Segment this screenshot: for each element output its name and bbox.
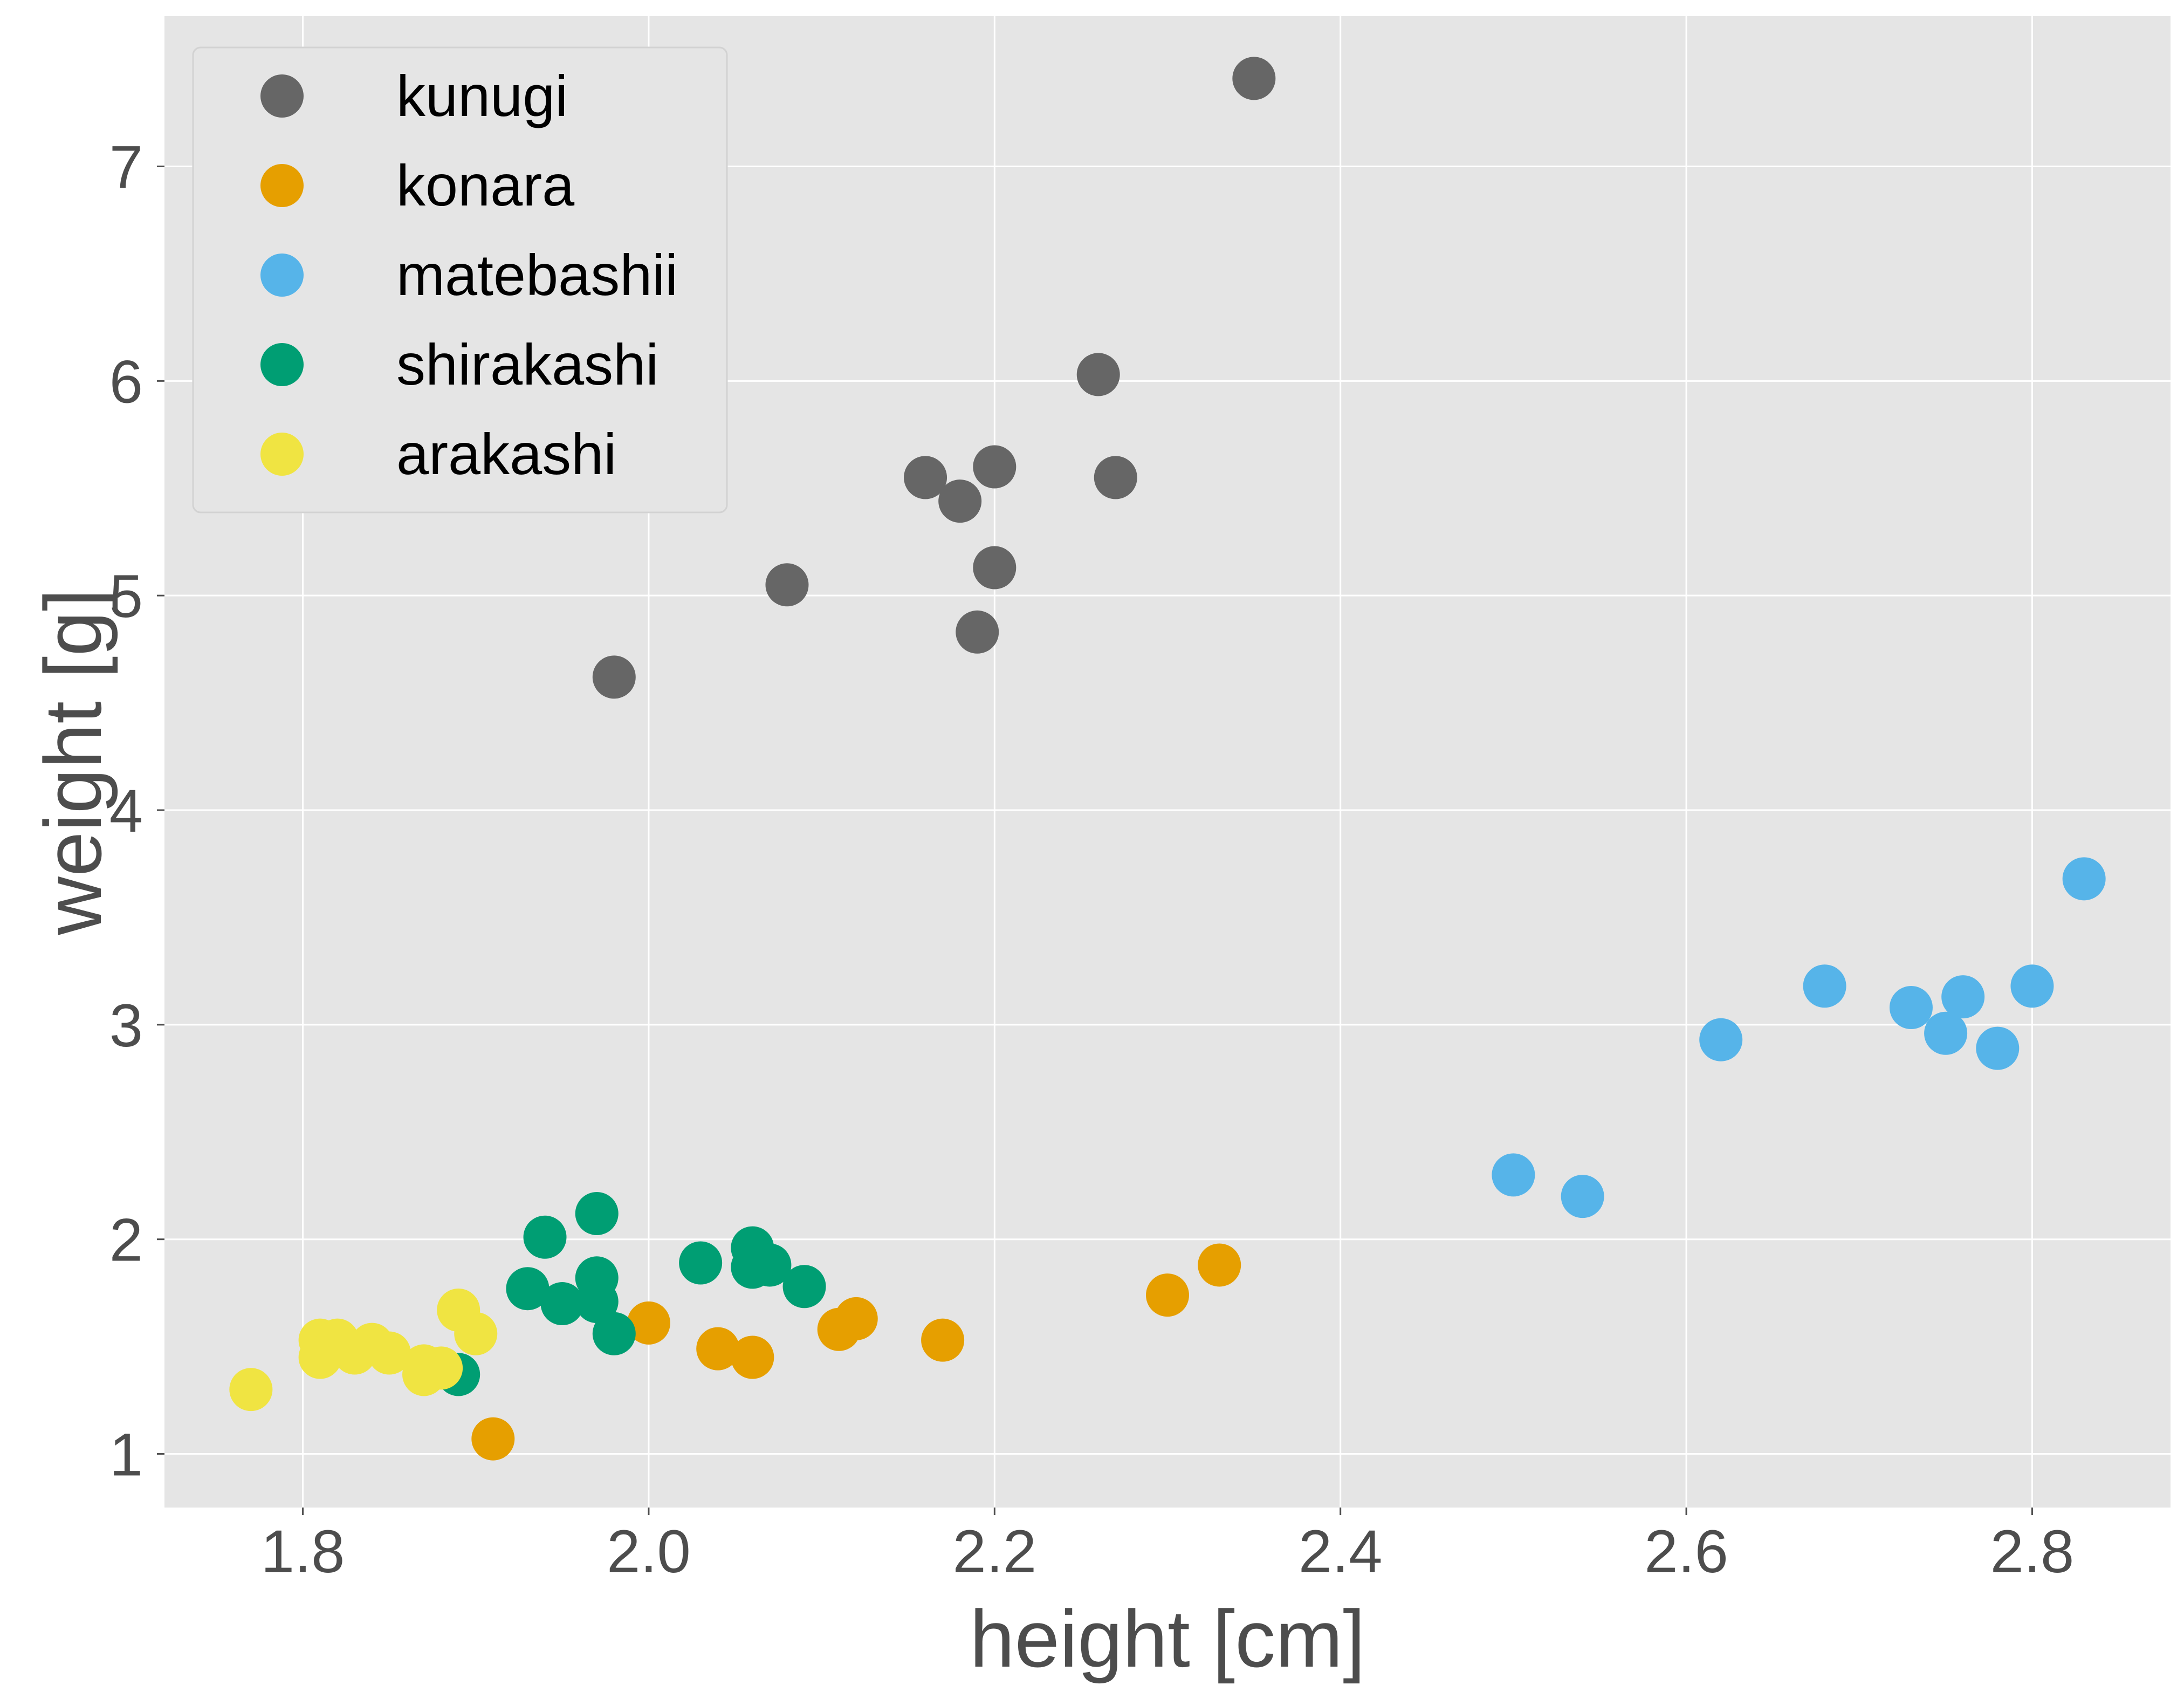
point-kunugi (592, 655, 636, 699)
point-arakashi (454, 1312, 498, 1355)
point-arakashi (298, 1335, 342, 1379)
point-matebashii (2062, 857, 2106, 901)
point-konara (471, 1417, 515, 1461)
point-matebashii (1976, 1026, 2020, 1070)
series-arakashi (229, 1288, 498, 1412)
legend-box (192, 46, 728, 513)
legend-label-matebashii: matebashii (396, 242, 678, 307)
point-kunugi (938, 479, 982, 523)
y-tick-label: 3 (109, 992, 143, 1059)
x-tick-label: 2.6 (1644, 1518, 1728, 1585)
point-konara (1198, 1243, 1241, 1287)
point-shirakashi (782, 1265, 826, 1308)
point-konara (627, 1301, 670, 1345)
point-kunugi (956, 610, 999, 654)
point-matebashii (1941, 975, 1985, 1019)
point-shirakashi (506, 1267, 550, 1311)
point-konara (731, 1335, 774, 1379)
point-shirakashi (523, 1215, 567, 1259)
point-shirakashi (575, 1191, 619, 1235)
point-matebashii (1924, 1011, 1968, 1055)
series-matebashii (1492, 857, 2106, 1218)
point-konara (834, 1297, 878, 1340)
x-axis-title: height [cm] (970, 1593, 1365, 1684)
point-matebashii (2010, 964, 2054, 1008)
axis-ticks: 1.8 2.0 2.2 2.4 2.6 2.8 1 2 3 4 5 6 7 (109, 133, 2075, 1585)
legend-marker-kunugi (260, 74, 304, 118)
point-kunugi (765, 563, 809, 607)
point-konara (696, 1327, 740, 1371)
series-konara (471, 1243, 1241, 1461)
point-kunugi (973, 546, 1017, 590)
y-tick-label: 2 (109, 1207, 143, 1274)
point-kunugi (1232, 57, 1276, 100)
point-arakashi (229, 1368, 273, 1412)
x-tick-label: 1.8 (261, 1518, 345, 1585)
point-matebashii (1889, 986, 1933, 1030)
point-konara (1146, 1273, 1189, 1317)
point-matebashii (1492, 1153, 1535, 1197)
x-tick-label: 2.8 (1990, 1518, 2075, 1585)
point-shirakashi (731, 1245, 774, 1289)
y-tick-label: 4 (109, 777, 143, 845)
data-points (229, 57, 2106, 1461)
legend: kunugi konara matebashii shirakashi arakashi (192, 46, 728, 513)
series-shirakashi (437, 1191, 826, 1396)
legend-label-arakashi: arakashi (396, 421, 616, 487)
point-shirakashi (540, 1282, 584, 1326)
point-matebashii (1699, 1018, 1743, 1061)
legend-marker-shirakashi (260, 343, 304, 386)
x-tick-label: 2.4 (1299, 1518, 1383, 1585)
series-kunugi (592, 57, 1276, 699)
point-shirakashi (575, 1280, 619, 1324)
legend-label-shirakashi: shirakashi (396, 332, 658, 397)
legend-label-konara: konara (396, 153, 575, 218)
legend-marker-matebashii (260, 254, 304, 297)
legend-label-kunugi: kunugi (396, 63, 568, 128)
legend-marker-arakashi (260, 433, 304, 476)
y-tick-label: 6 (109, 348, 143, 415)
y-tick-label: 1 (109, 1421, 143, 1489)
point-arakashi (333, 1331, 376, 1375)
point-shirakashi (592, 1312, 636, 1355)
y-tick-label: 7 (109, 133, 143, 201)
point-matebashii (1803, 964, 1846, 1008)
point-kunugi (904, 456, 947, 499)
legend-marker-konara (260, 164, 304, 207)
y-tick-label: 5 (109, 563, 143, 630)
point-konara (921, 1318, 965, 1362)
point-kunugi (1094, 456, 1137, 499)
x-tick-label: 2.0 (607, 1518, 691, 1585)
x-tick-label: 2.2 (952, 1518, 1036, 1585)
point-arakashi (367, 1331, 411, 1375)
point-kunugi (973, 445, 1017, 489)
point-kunugi (1076, 353, 1120, 396)
y-axis-title: weight [g] (28, 588, 118, 935)
point-shirakashi (679, 1241, 723, 1285)
point-arakashi (402, 1353, 446, 1396)
point-matebashii (1561, 1175, 1604, 1218)
